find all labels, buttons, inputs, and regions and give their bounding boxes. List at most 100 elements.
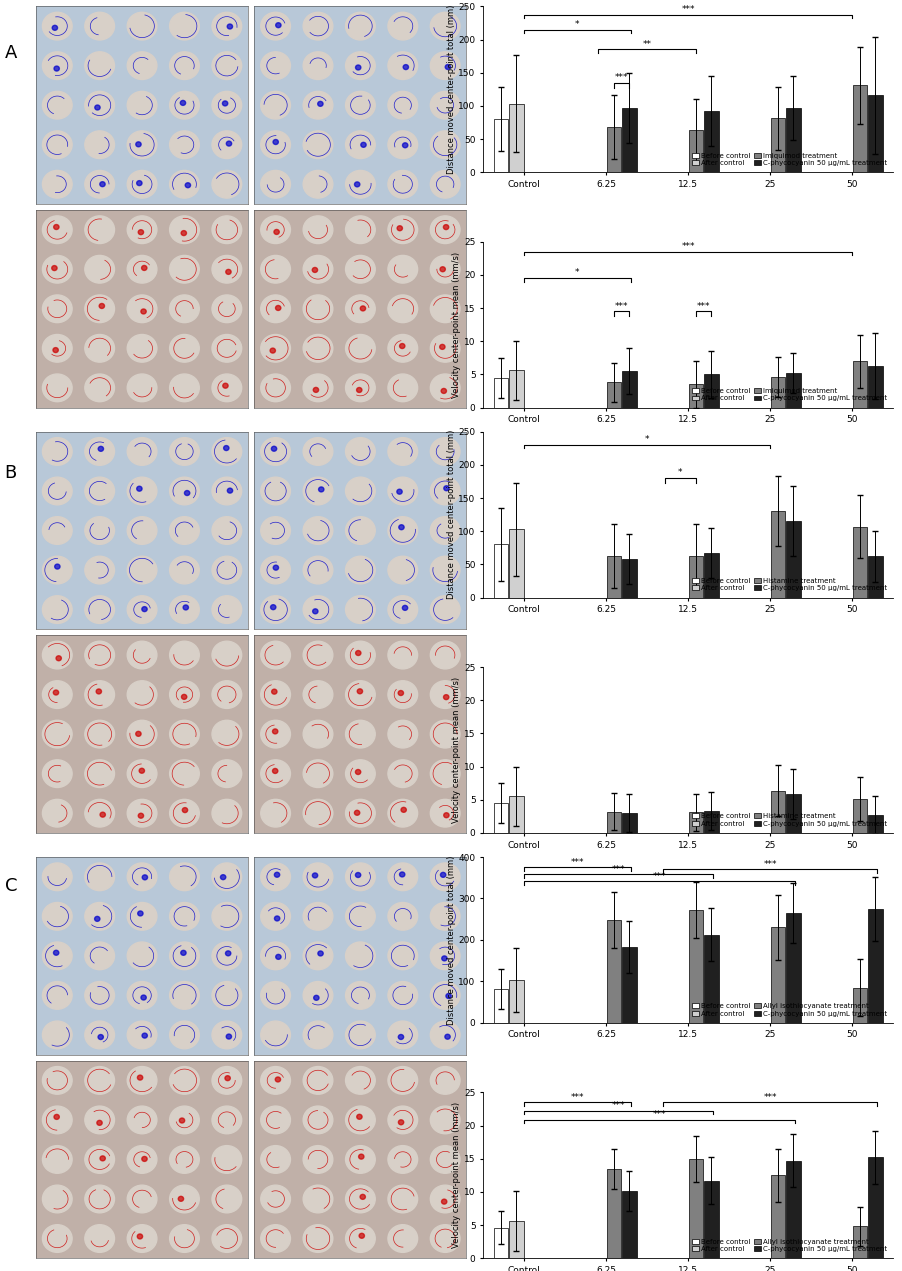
Circle shape xyxy=(42,334,72,362)
Circle shape xyxy=(42,1021,72,1049)
Circle shape xyxy=(274,230,280,234)
Circle shape xyxy=(345,1145,375,1173)
Text: ***: *** xyxy=(763,859,777,868)
Circle shape xyxy=(212,170,242,198)
Circle shape xyxy=(261,295,290,323)
Y-axis label: Distance moved center-point total (mm): Distance moved center-point total (mm) xyxy=(446,5,456,174)
Text: ***: *** xyxy=(653,872,667,881)
Circle shape xyxy=(388,596,418,624)
Circle shape xyxy=(274,872,280,877)
Circle shape xyxy=(127,170,157,198)
Circle shape xyxy=(226,269,231,275)
Bar xyxy=(869,1158,882,1258)
Circle shape xyxy=(388,216,418,244)
Bar xyxy=(622,813,637,833)
Circle shape xyxy=(179,1196,184,1201)
Circle shape xyxy=(388,902,418,930)
Circle shape xyxy=(212,902,242,930)
Circle shape xyxy=(138,813,143,819)
Bar xyxy=(787,1160,801,1258)
Circle shape xyxy=(226,1035,232,1040)
Circle shape xyxy=(303,374,333,402)
Circle shape xyxy=(142,1157,147,1162)
Y-axis label: Distance moved center-point total (mm): Distance moved center-point total (mm) xyxy=(446,430,456,600)
Circle shape xyxy=(85,216,115,244)
Circle shape xyxy=(127,902,157,930)
Circle shape xyxy=(223,384,228,388)
Circle shape xyxy=(388,981,418,1009)
Circle shape xyxy=(170,334,199,362)
Circle shape xyxy=(345,641,375,669)
Circle shape xyxy=(303,13,333,39)
Y-axis label: Velocity center-point mean (mm/s): Velocity center-point mean (mm/s) xyxy=(452,252,461,398)
Circle shape xyxy=(345,942,375,970)
Circle shape xyxy=(85,557,115,583)
Circle shape xyxy=(212,760,242,788)
Bar xyxy=(510,370,523,408)
Circle shape xyxy=(303,942,333,970)
Circle shape xyxy=(185,183,190,188)
Circle shape xyxy=(170,596,199,624)
Circle shape xyxy=(430,902,460,930)
Circle shape xyxy=(85,1225,115,1252)
Circle shape xyxy=(430,641,460,669)
Circle shape xyxy=(127,1145,157,1173)
Circle shape xyxy=(42,721,72,747)
Y-axis label: Velocity center-point mean (mm/s): Velocity center-point mean (mm/s) xyxy=(452,1102,461,1248)
Circle shape xyxy=(303,295,333,323)
Circle shape xyxy=(85,52,115,80)
Circle shape xyxy=(212,1185,242,1213)
Text: ***: *** xyxy=(681,5,695,14)
Circle shape xyxy=(127,1225,157,1252)
Circle shape xyxy=(397,226,402,231)
Circle shape xyxy=(127,596,157,624)
Text: ***: *** xyxy=(697,301,711,310)
Circle shape xyxy=(127,255,157,283)
Circle shape xyxy=(127,863,157,891)
Bar xyxy=(689,812,703,833)
Circle shape xyxy=(430,863,460,891)
Circle shape xyxy=(212,1066,242,1094)
Bar xyxy=(704,375,719,408)
Circle shape xyxy=(402,142,408,147)
Circle shape xyxy=(430,981,460,1009)
Circle shape xyxy=(139,768,144,773)
Circle shape xyxy=(212,981,242,1009)
Circle shape xyxy=(397,489,402,494)
Circle shape xyxy=(444,225,449,230)
Bar xyxy=(622,559,637,597)
Bar xyxy=(607,127,621,172)
Circle shape xyxy=(42,13,72,39)
Circle shape xyxy=(142,266,147,271)
Bar xyxy=(770,1176,785,1258)
Circle shape xyxy=(345,334,375,362)
Text: ***: *** xyxy=(612,1101,625,1111)
Circle shape xyxy=(127,981,157,1009)
Circle shape xyxy=(180,951,186,956)
Circle shape xyxy=(127,334,157,362)
Circle shape xyxy=(402,605,408,610)
Circle shape xyxy=(42,641,72,669)
Circle shape xyxy=(303,557,333,583)
Circle shape xyxy=(212,1145,242,1173)
Circle shape xyxy=(127,760,157,788)
Circle shape xyxy=(170,92,199,119)
Circle shape xyxy=(56,656,61,661)
Circle shape xyxy=(85,981,115,1009)
Circle shape xyxy=(99,304,105,309)
Circle shape xyxy=(85,1145,115,1173)
Circle shape xyxy=(272,769,278,774)
Circle shape xyxy=(170,981,199,1009)
Circle shape xyxy=(85,596,115,624)
Bar xyxy=(493,377,508,408)
Circle shape xyxy=(345,517,375,544)
Bar xyxy=(607,555,621,597)
Bar xyxy=(787,108,801,172)
Circle shape xyxy=(127,1106,157,1134)
Circle shape xyxy=(441,1199,446,1204)
Circle shape xyxy=(85,131,115,159)
Bar xyxy=(493,119,508,172)
Circle shape xyxy=(100,812,106,817)
Circle shape xyxy=(261,799,290,827)
Bar xyxy=(770,511,785,597)
